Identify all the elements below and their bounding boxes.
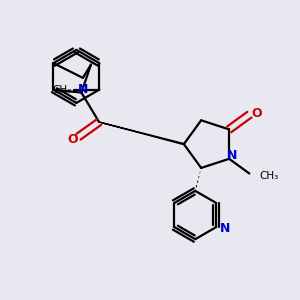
Text: CH₃: CH₃: [52, 85, 71, 94]
Text: N: N: [220, 222, 230, 235]
Text: CH₃: CH₃: [260, 172, 279, 182]
Text: N: N: [227, 149, 237, 162]
Text: N: N: [78, 82, 88, 95]
Text: O: O: [67, 133, 78, 146]
Text: O: O: [251, 107, 262, 120]
Polygon shape: [99, 122, 184, 145]
